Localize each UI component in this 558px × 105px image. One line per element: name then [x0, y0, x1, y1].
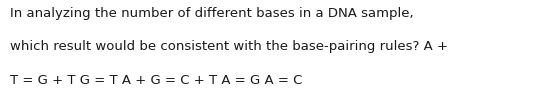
Text: which result would be consistent with the base-pairing rules? A +: which result would be consistent with th…	[10, 40, 448, 53]
Text: In analyzing the number of different bases in a DNA sample,: In analyzing the number of different bas…	[10, 7, 413, 20]
Text: T = G + T G = T A + G = C + T A = G A = C: T = G + T G = T A + G = C + T A = G A = …	[10, 74, 302, 87]
